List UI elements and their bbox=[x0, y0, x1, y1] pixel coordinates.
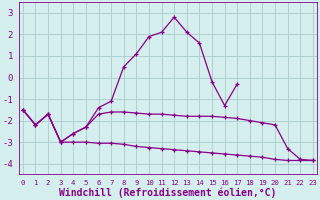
X-axis label: Windchill (Refroidissement éolien,°C): Windchill (Refroidissement éolien,°C) bbox=[59, 187, 276, 198]
